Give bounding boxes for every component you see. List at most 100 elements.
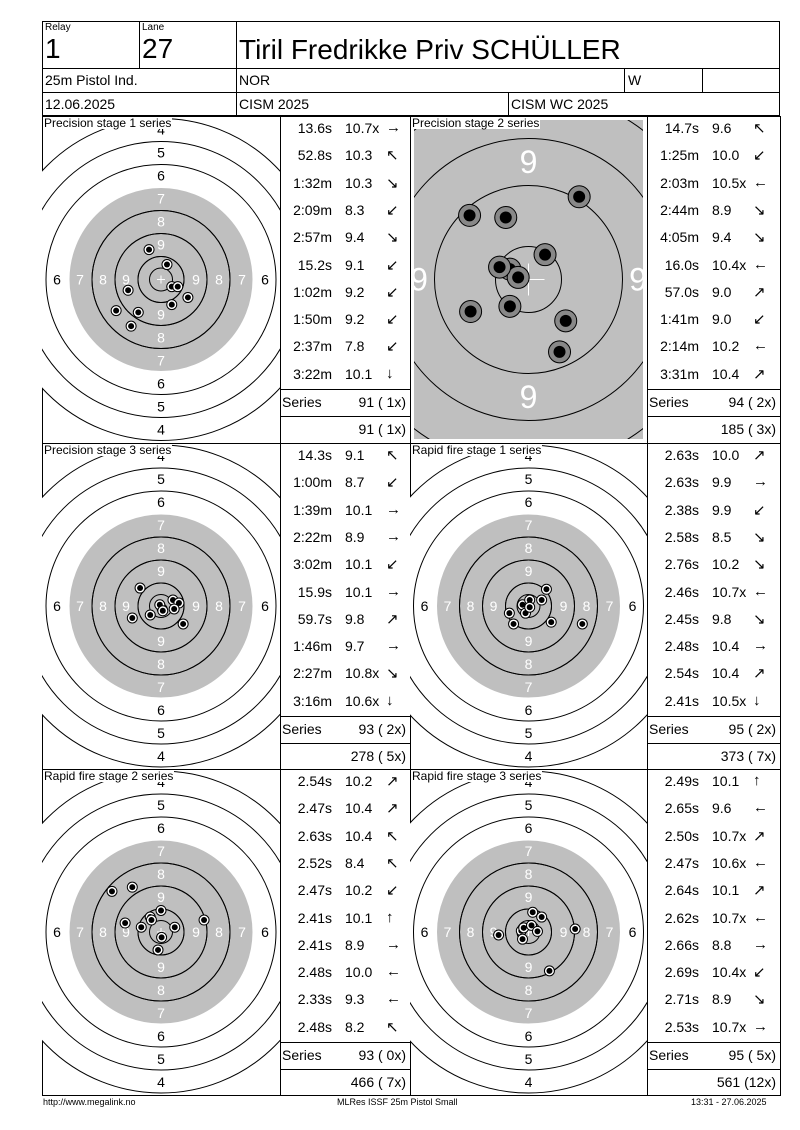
- shot-value: 9.0: [712, 311, 732, 328]
- svg-text:6: 6: [157, 1028, 165, 1044]
- shot-direction-icon: ↙: [386, 556, 399, 574]
- shot-time: 16.0s: [664, 256, 699, 273]
- shot-time: 2:37m: [293, 338, 332, 355]
- svg-text:9: 9: [157, 889, 165, 905]
- shot-time: 2.71s: [664, 991, 699, 1008]
- shot-value: 9.8: [345, 610, 365, 627]
- panel-divider: [280, 769, 281, 1095]
- shot-time: 2.46s: [664, 583, 699, 600]
- shot-value: 10.1: [345, 909, 373, 926]
- shot-value: 9.3: [345, 991, 365, 1008]
- shot-time: 2.47s: [297, 800, 332, 817]
- svg-text:9: 9: [157, 307, 165, 323]
- shot-time: 2:14m: [660, 338, 699, 355]
- lane-number: 27: [142, 33, 174, 64]
- shot-time: 2.58s: [664, 528, 699, 545]
- shot-direction-icon: ←: [753, 337, 768, 355]
- shot-time: 2:09m: [293, 201, 332, 218]
- shot-time: 2:27m: [293, 665, 332, 682]
- svg-text:5: 5: [157, 471, 165, 487]
- svg-text:7: 7: [525, 843, 533, 859]
- shot-direction-icon: ↘: [386, 665, 399, 683]
- svg-text:5: 5: [157, 145, 165, 161]
- series-divider: [280, 1069, 410, 1070]
- svg-text:8: 8: [525, 982, 533, 998]
- footer-product: MLRes ISSF 25m Pistol Small: [337, 1097, 458, 1107]
- shot-direction-icon: ↓: [386, 691, 394, 709]
- shot-direction-icon: →: [386, 935, 401, 953]
- header-divider: [42, 92, 780, 93]
- shot-direction-icon: ↘: [753, 556, 766, 574]
- series-divider: [647, 389, 780, 390]
- shot-value: 9.4: [712, 229, 732, 246]
- shot-value: 10.7x: [712, 583, 747, 600]
- shot-value: 10.1: [345, 365, 373, 382]
- shot-value: 8.7: [345, 474, 365, 491]
- shot-direction-icon: ←: [753, 799, 768, 817]
- shot-time: 2.48s: [297, 964, 332, 981]
- series-divider: [647, 1069, 780, 1070]
- shot-direction-icon: →: [386, 500, 401, 518]
- svg-text:6: 6: [525, 820, 533, 836]
- shot-direction-icon: →: [386, 637, 401, 655]
- shot-value: 10.8x: [345, 665, 380, 682]
- shot-direction-icon: ↗: [386, 610, 399, 628]
- svg-text:9: 9: [157, 563, 165, 579]
- shot-value: 8.9: [712, 991, 732, 1008]
- panel-title: Precision stage 1 series: [43, 116, 173, 130]
- shot-value: 8.9: [345, 528, 365, 545]
- shot-direction-icon: ↖: [386, 827, 399, 845]
- footer-url[interactable]: http://www.megalink.no: [43, 1097, 136, 1107]
- shot-direction-icon: ↙: [753, 311, 766, 329]
- series-divider: [647, 1042, 780, 1043]
- shot-value: 10.2: [712, 338, 740, 355]
- shot-value: 8.8: [712, 936, 732, 953]
- shot-value: 10.7x: [345, 120, 380, 136]
- svg-text:4: 4: [525, 1074, 533, 1090]
- svg-text:6: 6: [53, 598, 61, 614]
- shot-value: 9.6: [712, 120, 732, 136]
- header-divider: [236, 21, 237, 116]
- shot-direction-icon: ↙: [386, 882, 399, 900]
- shot-direction-icon: →: [753, 935, 768, 953]
- shot-direction-icon: ↙: [753, 964, 766, 982]
- svg-text:9: 9: [410, 262, 428, 298]
- shot-time: 4:05m: [660, 229, 699, 246]
- shot-value: 9.8: [712, 610, 732, 627]
- svg-text:7: 7: [76, 272, 84, 288]
- shot-value: 10.1: [712, 773, 740, 789]
- svg-text:4: 4: [157, 122, 165, 138]
- shot-value: 10.3: [345, 174, 373, 191]
- series-label: Series: [649, 721, 689, 737]
- shot-value: 8.3: [345, 201, 365, 218]
- svg-text:4: 4: [157, 448, 165, 464]
- shot-time: 15.9s: [297, 583, 332, 600]
- panel-divider: [280, 443, 281, 769]
- svg-text:6: 6: [53, 924, 61, 940]
- svg-text:7: 7: [157, 843, 165, 859]
- svg-text:5: 5: [157, 1051, 165, 1067]
- shot-direction-icon: →: [753, 1017, 768, 1035]
- svg-text:4: 4: [525, 774, 533, 790]
- shot-time: 2.41s: [297, 936, 332, 953]
- shot-time: 2.69s: [664, 964, 699, 981]
- shot-direction-icon: ↗: [753, 882, 766, 900]
- cumulative-total: 373 ( 7x): [720, 748, 776, 764]
- header-divider: [139, 21, 140, 68]
- shot-direction-icon: →: [753, 473, 768, 491]
- lane-label: Lane: [142, 22, 165, 33]
- svg-text:9: 9: [520, 144, 538, 180]
- shot-value: 9.2: [345, 311, 365, 328]
- panel-title: Precision stage 3 series: [43, 443, 173, 457]
- svg-text:7: 7: [606, 924, 614, 940]
- svg-text:5: 5: [157, 725, 165, 741]
- date: 12.06.2025: [45, 96, 116, 112]
- svg-text:7: 7: [76, 924, 84, 940]
- shot-time: 2.48s: [297, 1018, 332, 1035]
- shot-time: 2.33s: [297, 991, 332, 1008]
- svg-text:7: 7: [238, 924, 246, 940]
- shot-direction-icon: ↗: [753, 447, 766, 464]
- event-name: 25m Pistol Ind.: [45, 72, 138, 88]
- svg-text:6: 6: [157, 168, 165, 184]
- svg-text:9: 9: [157, 237, 165, 253]
